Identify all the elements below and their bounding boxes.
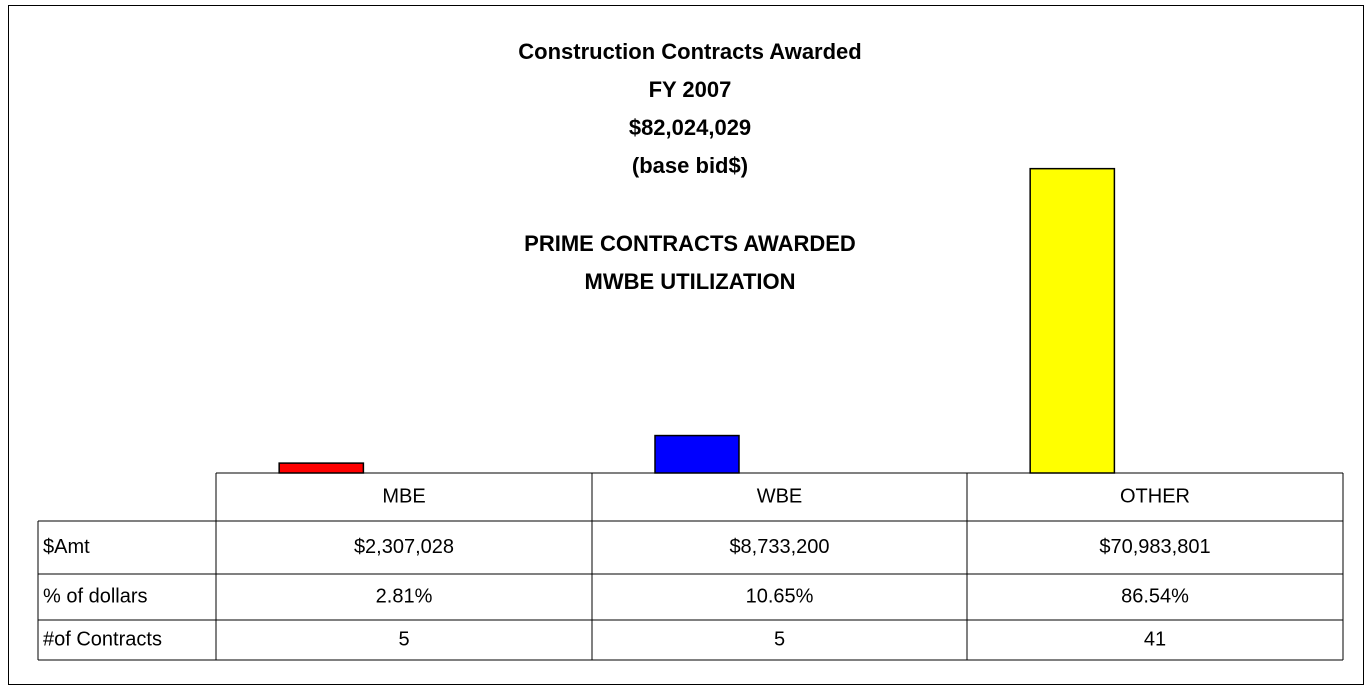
chart-title: $82,024,029	[629, 115, 751, 140]
table-cell: $8,733,200	[729, 536, 829, 558]
table-cell: 10.65%	[746, 585, 814, 607]
row-label: % of dollars	[43, 585, 148, 607]
row-label: #of Contracts	[43, 628, 162, 650]
chart-title: FY 2007	[649, 77, 732, 102]
category-label: WBE	[757, 485, 803, 507]
table-cell: 5	[398, 628, 409, 650]
table-cell: $70,983,801	[1099, 536, 1210, 558]
frame	[8, 5, 1364, 685]
chart-title: Construction Contracts Awarded	[518, 39, 861, 64]
table-cell: 86.54%	[1121, 585, 1189, 607]
category-label: MBE	[382, 485, 425, 507]
bar	[654, 434, 740, 474]
chart-subtitle: PRIME CONTRACTS AWARDED	[524, 231, 856, 256]
bar	[278, 462, 365, 474]
table-cell: 5	[774, 628, 785, 650]
table-cell: $2,307,028	[354, 536, 454, 558]
table-cell: 41	[1144, 628, 1166, 650]
table-cell: 2.81%	[376, 585, 433, 607]
bar	[1029, 167, 1116, 474]
chart-subtitle: MWBE UTILIZATION	[585, 269, 796, 294]
category-label: OTHER	[1120, 485, 1190, 507]
row-label: $Amt	[43, 536, 90, 558]
chart-title: (base bid$)	[632, 153, 748, 178]
